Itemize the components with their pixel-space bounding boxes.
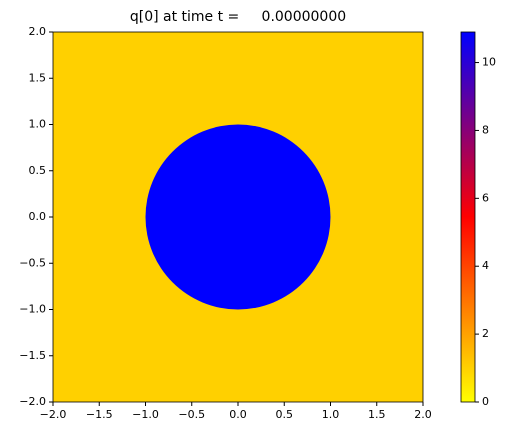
- x-tick-label: 0.0: [229, 408, 247, 421]
- x-tick-label: −1.5: [86, 408, 113, 421]
- y-tick-label: −1.0: [19, 303, 46, 316]
- x-tick-label: 1.0: [322, 408, 340, 421]
- colorbar-tick-label: 8: [482, 123, 489, 136]
- y-tick-label: 1.5: [29, 71, 47, 84]
- y-tick-label: 2.0: [29, 25, 47, 38]
- colorbar-tick-label: 2: [482, 327, 489, 340]
- x-tick-label: 2.0: [414, 408, 432, 421]
- x-tick-label: −1.0: [132, 408, 159, 421]
- y-tick-label: −2.0: [19, 395, 46, 408]
- y-tick-label: 0.5: [29, 164, 47, 177]
- x-tick-label: 1.5: [368, 408, 386, 421]
- chart-title: q[0] at time t = 0.00000000: [130, 9, 346, 25]
- colorbar-tick-label: 4: [482, 259, 489, 272]
- colorbar-tick-label: 0: [482, 395, 489, 408]
- y-tick-label: −0.5: [19, 256, 46, 269]
- y-tick-label: −1.5: [19, 349, 46, 362]
- x-tick-label: −0.5: [178, 408, 205, 421]
- colorbar: [460, 31, 476, 403]
- x-tick-label: −2.0: [40, 408, 67, 421]
- colorbar-tick-label: 10: [482, 56, 496, 69]
- colorbar-tick-label: 6: [482, 191, 489, 204]
- disk: [145, 124, 331, 310]
- x-tick-label: 0.5: [276, 408, 294, 421]
- y-tick-label: 1.0: [29, 118, 47, 131]
- y-tick-label: 0.0: [29, 210, 47, 223]
